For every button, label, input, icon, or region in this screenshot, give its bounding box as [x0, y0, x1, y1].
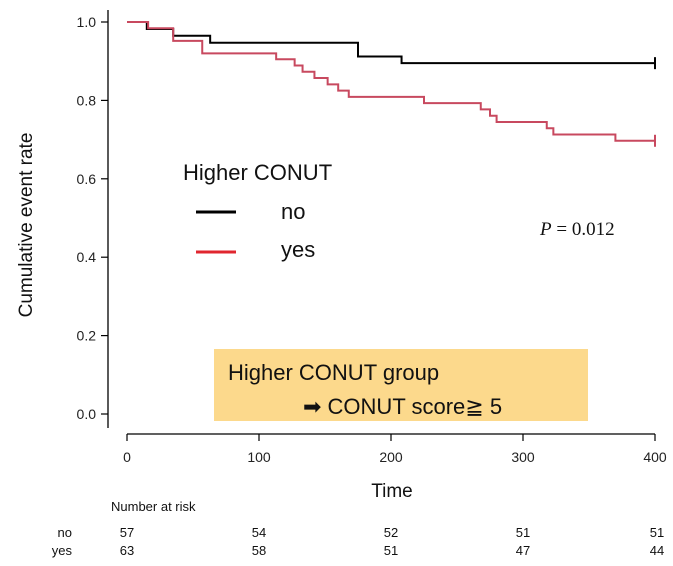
p-value-text: = 0.012	[552, 219, 615, 240]
risk-row-label: no	[58, 525, 72, 540]
y-tick-label: 0.0	[77, 406, 97, 422]
x-tick-label: 300	[511, 449, 535, 465]
p-value-label: P	[539, 219, 552, 240]
p-value-annotation: P = 0.012	[539, 219, 615, 240]
risk-cell: 52	[384, 525, 398, 540]
y-tick-label: 0.6	[77, 171, 97, 187]
note-line-1: Higher CONUT group	[228, 360, 439, 385]
legend-label-no: no	[281, 199, 305, 224]
note-box	[214, 349, 588, 421]
risk-cell: 51	[516, 525, 530, 540]
x-axis-title: Time	[371, 481, 413, 502]
risk-table-title: Number at risk	[111, 499, 196, 514]
risk-cell: 54	[252, 525, 266, 540]
x-tick-label: 200	[379, 449, 403, 465]
x-ticks: 0 100 200 300 400	[123, 434, 667, 465]
risk-cell: 58	[252, 543, 266, 558]
y-tick-label: 0.8	[77, 92, 97, 108]
legend-title: Higher CONUT	[183, 160, 332, 185]
legend: Higher CONUT no yes	[183, 160, 332, 262]
series-line-no	[127, 21, 655, 65]
y-tick-label: 0.4	[77, 249, 97, 265]
risk-cell: 51	[384, 543, 398, 558]
risk-cell: 44	[650, 543, 664, 558]
x-tick-label: 0	[123, 449, 131, 465]
x-tick-label: 100	[247, 449, 271, 465]
legend-label-yes: yes	[281, 237, 315, 262]
survival-curves	[127, 21, 656, 147]
risk-cell: 51	[650, 525, 664, 540]
y-tick-label: 0.2	[77, 328, 97, 344]
risk-row-label: yes	[52, 543, 73, 558]
series-line-yes	[127, 21, 655, 142]
y-tick-label: 1.0	[77, 14, 97, 30]
note-line-2: ➡ CONUT score≧ 5	[303, 394, 502, 419]
risk-cell: 47	[516, 543, 530, 558]
y-axis-title: Cumulative event rate	[16, 133, 37, 318]
y-ticks: 0.0 0.2 0.4 0.6 0.8 1.0	[77, 14, 108, 422]
risk-table: no 57 54 52 51 51 yes 63 58 51 47 44	[52, 525, 664, 558]
risk-cell: 57	[120, 525, 134, 540]
x-tick-label: 400	[643, 449, 667, 465]
risk-cell: 63	[120, 543, 134, 558]
